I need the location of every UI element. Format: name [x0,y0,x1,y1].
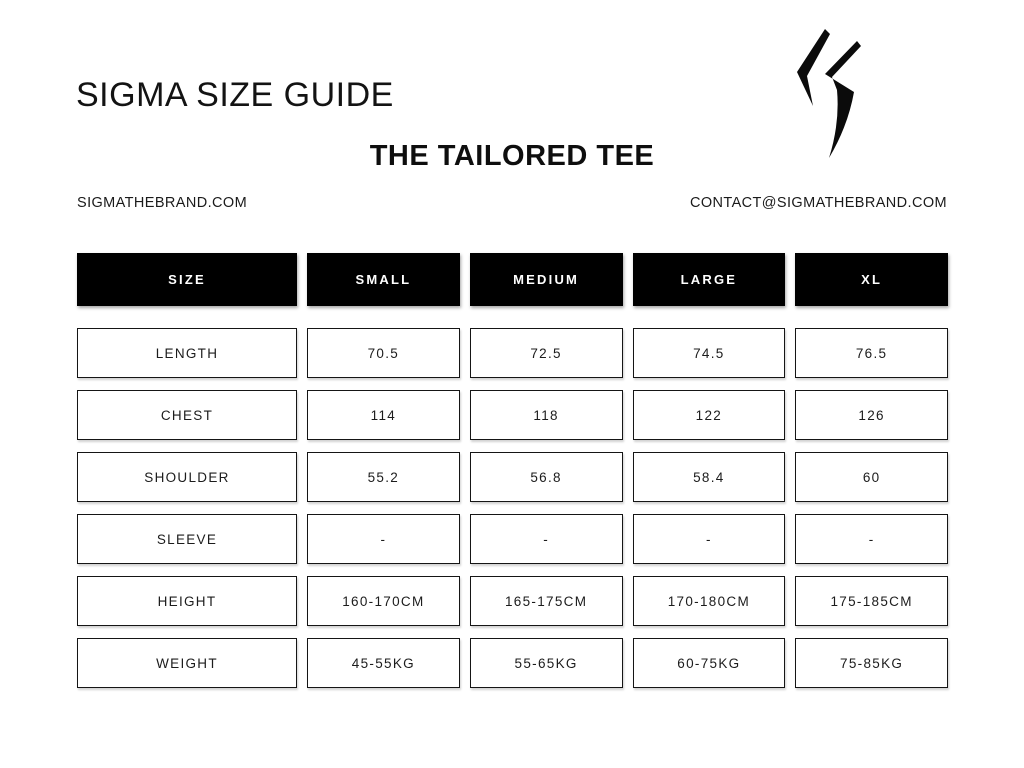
size-table: SIZE SMALL MEDIUM LARGE XL LENGTH 70.5 72.5 74.… [77,253,948,688]
row-label-sleeve: SLEEVE [77,514,297,564]
column-header-large: LARGE [632,253,786,306]
sigma-s-logo-icon [797,29,861,158]
size-value-cell: 45-55KG [307,638,460,688]
size-value-cell: 55.2 [307,452,460,502]
row-label-weight: WEIGHT [77,638,297,688]
size-value-cell: 165-175CM [469,576,623,626]
size-value-cell: 55-65KG [469,638,623,688]
website-link[interactable]: SIGMATHEBRAND.COM [77,195,248,211]
size-value-cell: 122 [632,390,786,440]
size-value-cell: 56.8 [469,452,623,502]
row-label-chest: CHEST [77,390,297,440]
size-value-cell: - [795,514,948,564]
size-value-cell: 58.4 [632,452,786,502]
row-label-height: HEIGHT [77,576,297,626]
size-value-cell: 60 [795,452,948,502]
size-table-header: SIZE SMALL MEDIUM LARGE XL [77,253,948,306]
size-table-body: LENGTH 70.5 72.5 74.5 76.5 CHEST 114 118 122 126 S… [77,328,948,688]
size-value-cell: 175-185CM [795,576,948,626]
contact-email-link[interactable]: CONTACT@SIGMATHEBRAND.COM [690,195,947,211]
size-value-cell: - [307,514,460,564]
column-header-size: SIZE [77,253,297,306]
page-title: SIGMA SIZE GUIDE [76,76,394,114]
size-value-cell: 114 [307,390,460,440]
size-value-cell: 70.5 [307,328,460,378]
column-header-medium: MEDIUM [469,253,623,306]
size-value-cell: - [469,514,623,564]
size-value-cell: - [632,514,786,564]
size-value-cell: 60-75KG [632,638,786,688]
row-label-length: LENGTH [77,328,297,378]
size-value-cell: 170-180CM [632,576,786,626]
meta-row: SIGMATHEBRAND.COM CONTACT@SIGMATHEBRAND.… [77,195,947,211]
size-value-cell: 72.5 [469,328,623,378]
row-label-shoulder: SHOULDER [77,452,297,502]
size-value-cell: 74.5 [632,328,786,378]
size-value-cell: 75-85KG [795,638,948,688]
size-value-cell: 76.5 [795,328,948,378]
size-value-cell: 126 [795,390,948,440]
product-title: THE TAILORED TEE [369,140,655,172]
size-value-cell: 160-170CM [307,576,460,626]
column-header-xl: XL [795,253,948,306]
column-header-small: SMALL [307,253,460,306]
size-value-cell: 118 [469,390,623,440]
